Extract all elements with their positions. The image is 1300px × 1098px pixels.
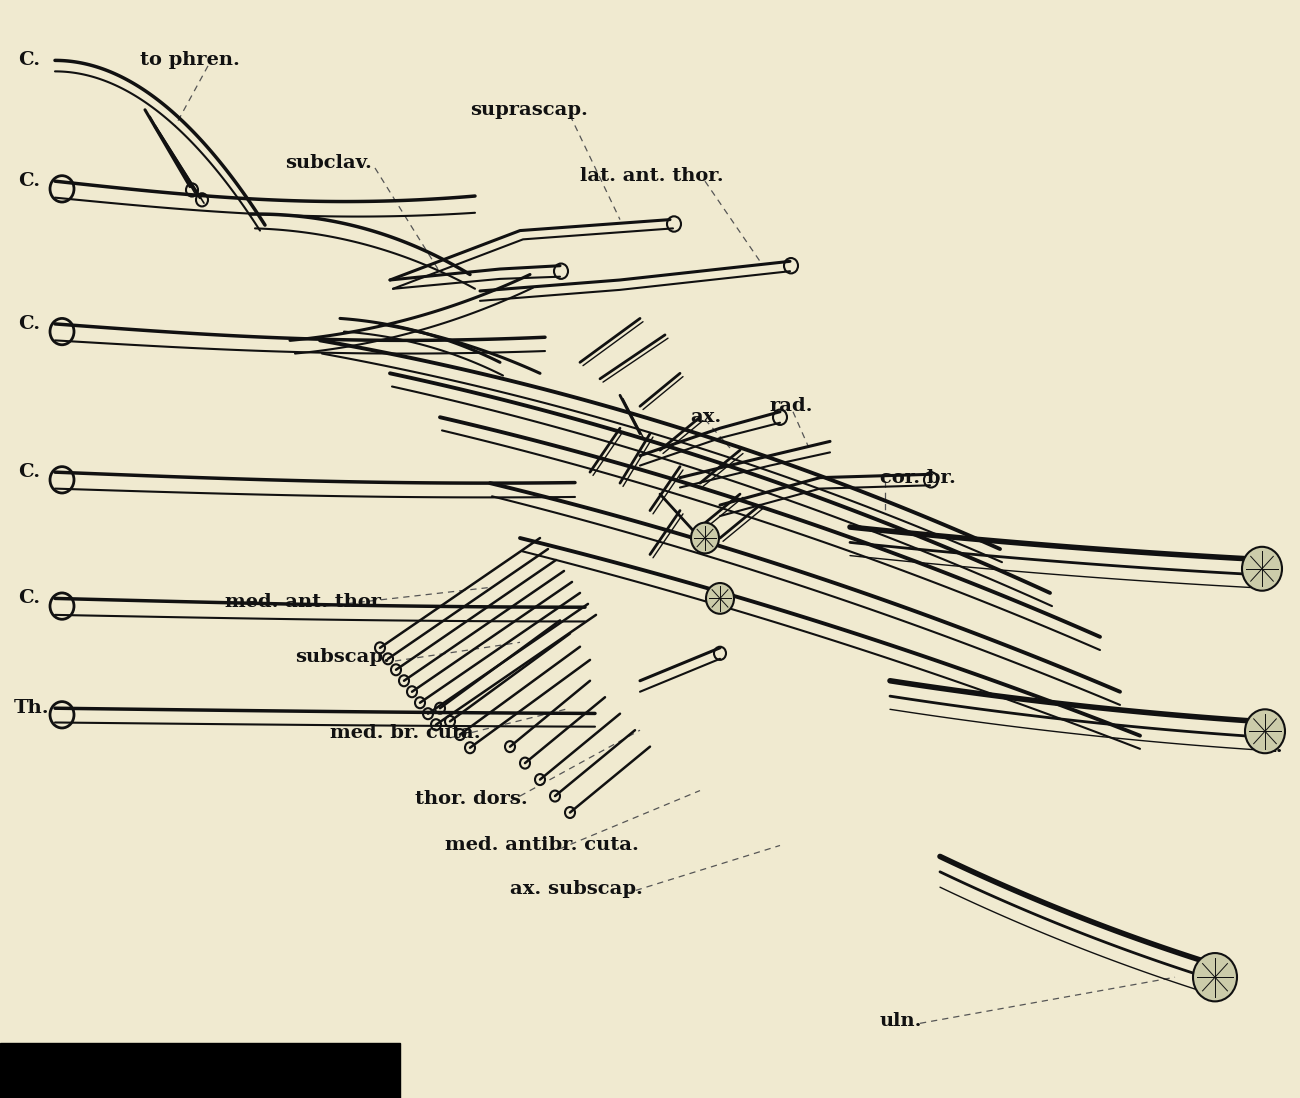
Text: ax. subscap.: ax. subscap. <box>510 881 644 898</box>
Text: to phren.: to phren. <box>140 52 240 69</box>
Text: ax.: ax. <box>690 408 722 426</box>
Circle shape <box>692 523 719 553</box>
Text: med. antibr. cuta.: med. antibr. cuta. <box>445 837 638 854</box>
Text: m.: m. <box>1254 551 1283 569</box>
Text: thor. dors.: thor. dors. <box>415 791 528 808</box>
Text: C.: C. <box>18 463 40 481</box>
Text: med. ant. thor.: med. ant. thor. <box>225 593 386 610</box>
Text: Th.: Th. <box>14 699 49 717</box>
Text: alamy: alamy <box>55 1062 140 1086</box>
Text: C.: C. <box>18 315 40 333</box>
Text: suprascap.: suprascap. <box>471 101 588 119</box>
Circle shape <box>1242 547 1282 591</box>
Text: subscap.: subscap. <box>295 648 390 665</box>
Text: C.: C. <box>18 172 40 190</box>
Circle shape <box>1245 709 1284 753</box>
Text: C.: C. <box>18 590 40 607</box>
Text: uln.: uln. <box>880 1012 923 1030</box>
Bar <box>0 1043 400 1098</box>
Text: med. br. cuta.: med. br. cuta. <box>330 725 481 742</box>
Circle shape <box>706 583 734 614</box>
Text: lat. ant. thor.: lat. ant. thor. <box>580 167 724 184</box>
Text: m.: m. <box>1254 738 1283 755</box>
Text: subclav.: subclav. <box>285 154 372 171</box>
Circle shape <box>1193 953 1238 1001</box>
Text: cor. br.: cor. br. <box>880 469 956 486</box>
Text: rad.: rad. <box>770 397 814 415</box>
Text: C.: C. <box>18 52 40 69</box>
